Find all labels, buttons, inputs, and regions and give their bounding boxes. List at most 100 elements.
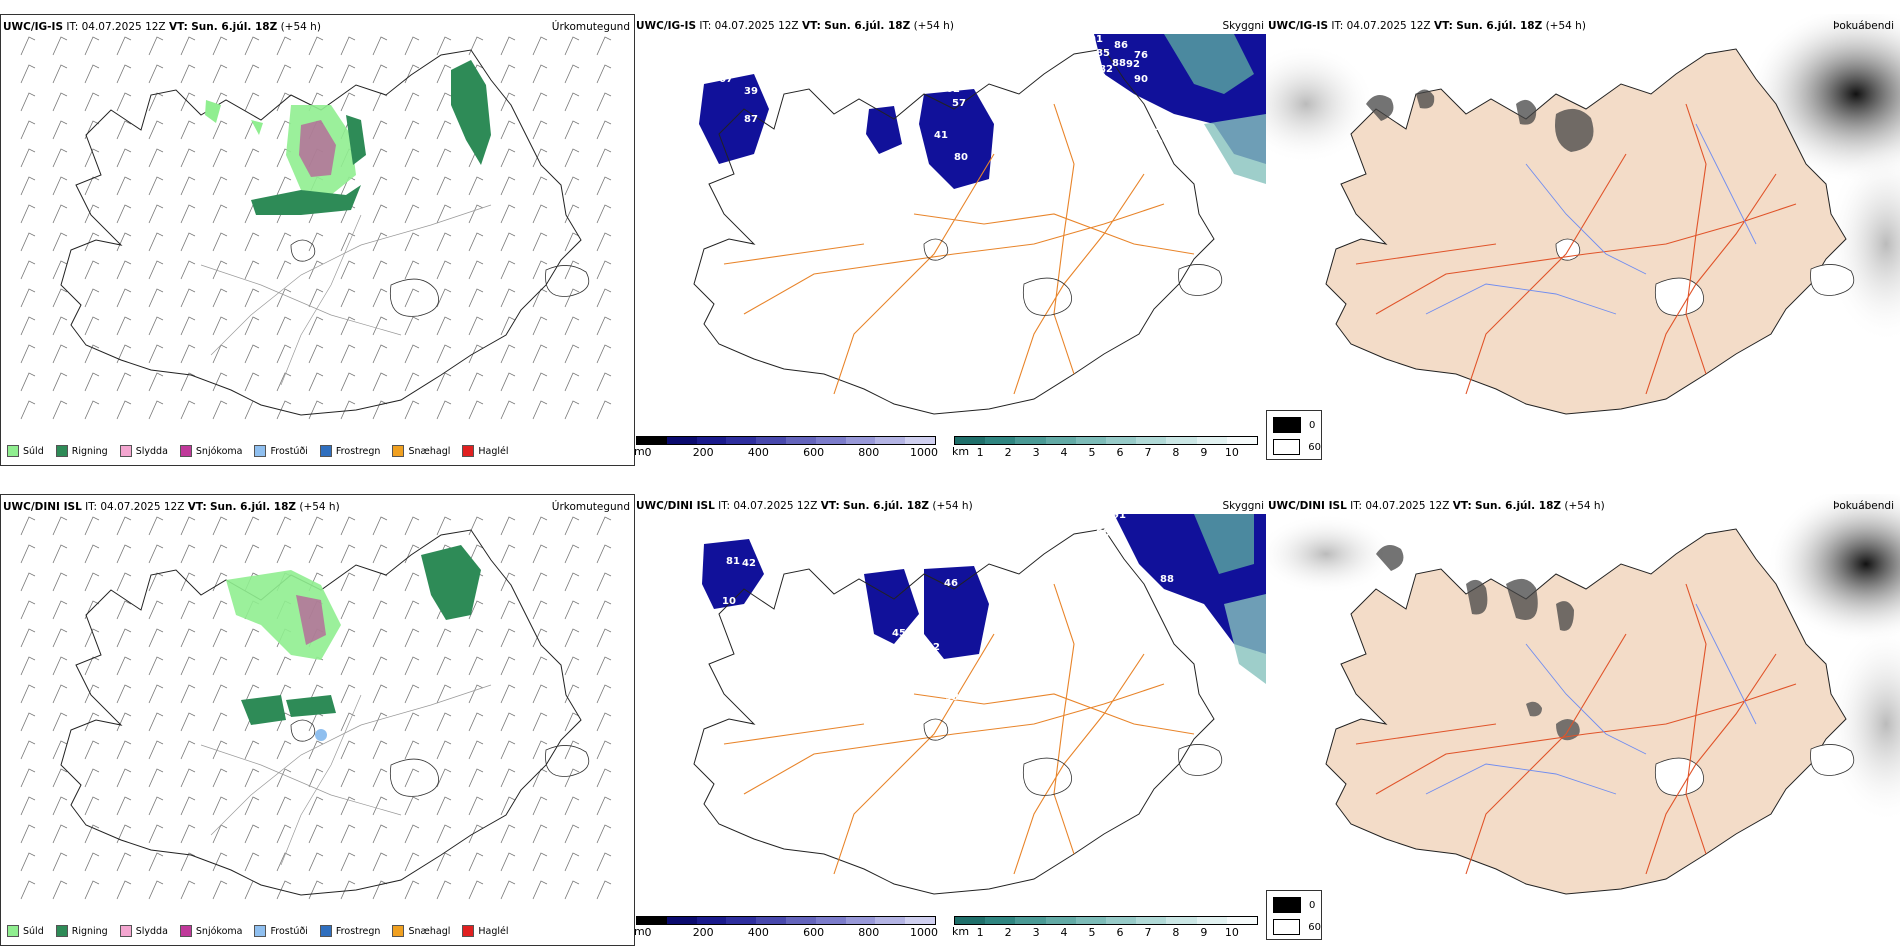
- visibility-map: [693, 34, 1266, 415]
- colorbar-tick-label: 0: [644, 926, 652, 939]
- wind-barb: [500, 400, 516, 420]
- precip-type-panel: UWC/DINI ISL IT: 04.07.2025 12Z VT: Sun.…: [0, 494, 635, 946]
- wind-barb: [148, 176, 164, 196]
- wind-barb: [148, 852, 164, 872]
- wind-barb: [52, 232, 68, 252]
- wind-barb: [372, 344, 388, 364]
- wind-barb: [244, 372, 260, 392]
- wind-barb: [564, 572, 580, 592]
- wind-barb: [340, 92, 356, 112]
- wind-barb: [20, 204, 36, 224]
- wind-barb: [372, 628, 388, 648]
- wind-barb: [532, 120, 548, 140]
- wind-barb: [180, 740, 196, 760]
- legend-item: Slydda: [119, 925, 168, 937]
- legend-label: Haglél: [478, 925, 509, 937]
- wind-barb: [404, 316, 420, 336]
- wind-barb: [564, 316, 580, 336]
- wind-barb: [500, 684, 516, 704]
- legend-item: Súld: [7, 445, 44, 457]
- wind-barb: [244, 148, 260, 168]
- panel-product-label: Úrkomutegund: [551, 501, 630, 513]
- fog-index-legend: 0 60: [1266, 890, 1322, 940]
- wind-barb: [52, 120, 68, 140]
- wind-barb: [500, 372, 516, 392]
- wind-barb: [180, 880, 196, 900]
- wind-barb: [500, 628, 516, 648]
- wind-barb: [212, 628, 228, 648]
- wind-barb: [308, 544, 324, 564]
- visibility-value-label: 91: [1089, 34, 1103, 45]
- legend-label: Rigning: [71, 445, 108, 457]
- visibility-value-label: 62: [946, 84, 960, 95]
- visibility-panel: UWC/IG-IS IT: 04.07.2025 12Z VT: Sun. 6.…: [634, 14, 1266, 464]
- wind-barb: [244, 176, 260, 196]
- colorbar-tick-label: 200: [692, 446, 714, 459]
- wind-barb: [20, 288, 36, 308]
- wind-barb: [20, 344, 36, 364]
- wind-barb: [116, 372, 132, 392]
- wind-barb: [532, 572, 548, 592]
- wind-barb: [436, 400, 452, 420]
- wind-barb: [212, 796, 228, 816]
- legend-item: Frostúði: [254, 445, 308, 457]
- wind-barb: [436, 316, 452, 336]
- colorbar-tick-label: 6: [1116, 926, 1124, 939]
- wind-barb: [436, 204, 452, 224]
- wind-barb: [84, 740, 100, 760]
- wind-barb: [244, 824, 260, 844]
- elevation-colorbar-bar: [636, 916, 936, 925]
- colorbar-segment: [726, 437, 757, 444]
- wind-barb: [276, 712, 292, 732]
- wind-barb: [532, 516, 548, 536]
- wind-barb: [564, 36, 580, 56]
- colorbar-segment: [1015, 917, 1046, 924]
- wind-barb: [212, 600, 228, 620]
- visibility-value-label: 86: [1114, 40, 1128, 51]
- wind-barb: [148, 288, 164, 308]
- wind-barb: [148, 232, 164, 252]
- wind-barb: [564, 628, 580, 648]
- wind-barb: [340, 656, 356, 676]
- wind-barb: [148, 740, 164, 760]
- wind-barb: [212, 824, 228, 844]
- wind-barb: [212, 36, 228, 56]
- wind-barb: [52, 64, 68, 84]
- wind-barb: [84, 516, 100, 536]
- wind-barb: [468, 852, 484, 872]
- wind-barb: [148, 120, 164, 140]
- wind-barb: [436, 232, 452, 252]
- colorbar-segment: [1015, 437, 1046, 444]
- wind-barb: [52, 656, 68, 676]
- wind-barb: [564, 852, 580, 872]
- wind-barb: [308, 36, 324, 56]
- wind-barb: [404, 36, 420, 56]
- colorbar-segment: [845, 917, 876, 924]
- wind-barb: [564, 148, 580, 168]
- wind-barb: [84, 400, 100, 420]
- wind-barb: [500, 768, 516, 788]
- wind-barb: [276, 796, 292, 816]
- visibility-value-label: 85: [1096, 48, 1110, 59]
- wind-barb: [596, 796, 612, 816]
- elevation-colorbar-ticks: 0 200 400 600 800 1000: [636, 445, 939, 459]
- wind-barb: [52, 852, 68, 872]
- wind-barb: [596, 768, 612, 788]
- wind-barb: [372, 36, 388, 56]
- fog-index-panel: UWC/IG-IS IT: 04.07.2025 12Z VT: Sun. 6.…: [1266, 14, 1900, 464]
- visibility-value-label: 85: [1092, 70, 1106, 81]
- wind-barb: [596, 316, 612, 336]
- panel-title: UWC/DINI ISL IT: 04.07.2025 12Z VT: Sun.…: [3, 501, 340, 513]
- wind-barb: [276, 740, 292, 760]
- colorbar-tick-label: 400: [747, 446, 769, 459]
- wind-barb: [52, 516, 68, 536]
- wind-barb: [500, 712, 516, 732]
- wind-barb: [436, 740, 452, 760]
- visibility-value-label: 46: [944, 578, 958, 589]
- wind-barb: [308, 684, 324, 704]
- wind-barb: [404, 176, 420, 196]
- wind-barb: [532, 740, 548, 760]
- visibility-value-label: 67: [719, 74, 733, 85]
- wind-barb: [404, 600, 420, 620]
- legend-swatch: [119, 445, 132, 457]
